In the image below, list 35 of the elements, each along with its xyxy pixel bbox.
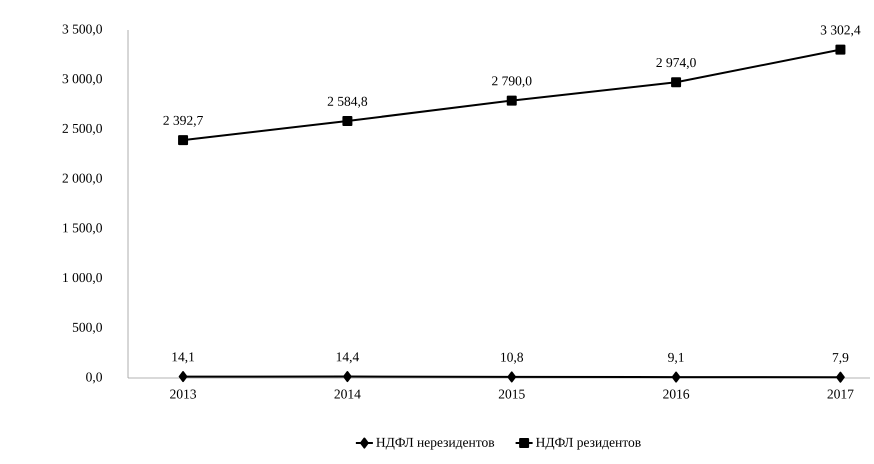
point: [178, 371, 188, 382]
point: [836, 372, 845, 383]
x-tick-label: 2017: [828, 390, 854, 399]
point: [671, 77, 682, 88]
data-label: 9,1: [668, 352, 684, 364]
y-tick-label: 0,0: [86, 372, 102, 384]
point: [343, 371, 352, 382]
x-tick-label: 2016: [663, 390, 690, 399]
x-tick-label: 2014: [334, 390, 361, 399]
data-label: 2 392,7: [163, 116, 203, 127]
y-tick-label: 2 000,0: [62, 174, 102, 185]
data-label: 3 302,4: [820, 25, 860, 36]
point: [672, 372, 680, 383]
y-tick-label: 2 500,0: [62, 124, 102, 135]
data-label: 14,1: [172, 352, 194, 364]
y-tick-label: 3 000,0: [62, 74, 102, 86]
x-tick-label: 2015: [498, 390, 525, 399]
legend-label: НДФЛ нерезидентов: [376, 438, 494, 450]
data-label: 2 584,8: [328, 96, 368, 108]
y-tick-label: 1 500,0: [63, 223, 102, 234]
data-label: 7,9: [832, 352, 848, 364]
point: [835, 44, 846, 55]
point: [342, 116, 352, 126]
point: [507, 371, 516, 382]
x-tick-label: 2013: [170, 390, 196, 399]
y-tick-label: 1 000,0: [63, 273, 102, 284]
point: [178, 135, 188, 146]
data-label: 14,4: [336, 352, 360, 364]
data-label: 10,8: [501, 352, 524, 364]
y-tick-label: 500,0: [72, 322, 102, 334]
legend-label: НДФЛ резидентов: [536, 438, 641, 450]
data-label: 2 974,0: [656, 58, 696, 70]
point: [506, 96, 517, 106]
data-label: 2 790,0: [492, 76, 532, 88]
y-tick-label: 3 500,0: [62, 24, 102, 36]
